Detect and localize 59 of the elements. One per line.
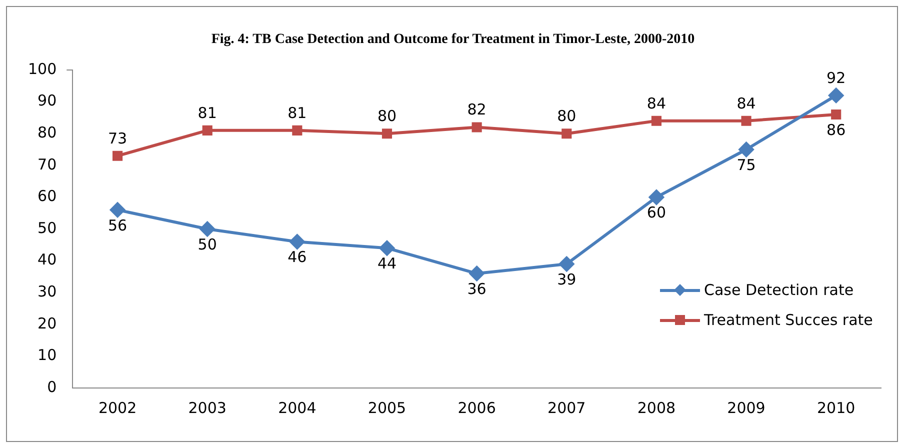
data-label: 92 xyxy=(826,68,846,87)
data-label: 81 xyxy=(198,104,217,122)
y-tick-label: 30 xyxy=(38,282,57,300)
point xyxy=(651,116,662,126)
y-tick-label: 60 xyxy=(38,187,57,206)
point xyxy=(738,142,754,157)
data-label: 36 xyxy=(467,280,486,298)
data-label: 80 xyxy=(557,106,576,125)
data-label: 50 xyxy=(198,235,217,254)
data-label: 82 xyxy=(467,100,486,119)
y-tick-label: 10 xyxy=(38,346,57,364)
y-tick-label: 20 xyxy=(38,314,57,332)
y-tick-label: 70 xyxy=(38,155,57,174)
point xyxy=(379,240,394,256)
point xyxy=(110,202,126,218)
x-tick-label: 2006 xyxy=(458,398,496,417)
legend-label: Case Detection rate xyxy=(704,281,854,299)
data-label: 46 xyxy=(288,248,307,266)
data-label: 39 xyxy=(557,270,576,288)
x-tick-label: 2003 xyxy=(188,398,226,417)
point xyxy=(472,122,482,132)
data-label: 80 xyxy=(377,106,397,125)
data-label: 86 xyxy=(826,120,846,139)
y-tick-label: 50 xyxy=(38,218,57,237)
x-tick-label: 2010 xyxy=(816,398,856,417)
data-label: 56 xyxy=(108,216,128,234)
data-label: 73 xyxy=(108,129,128,148)
point xyxy=(469,266,484,282)
point xyxy=(559,256,574,272)
point xyxy=(112,150,123,161)
data-label: 81 xyxy=(288,104,307,122)
x-tick-label: 2009 xyxy=(727,398,766,417)
x-tick-label: 2008 xyxy=(637,398,676,417)
y-tick-label: 90 xyxy=(38,92,57,110)
point xyxy=(562,128,572,139)
point xyxy=(741,116,752,126)
point xyxy=(292,125,302,136)
legend-label: Treatment Succes rate xyxy=(704,311,873,329)
point xyxy=(202,125,212,136)
x-tick-label: 2007 xyxy=(548,398,586,417)
x-tick-label: 2002 xyxy=(98,398,137,417)
data-label: 44 xyxy=(377,254,397,272)
x-tick-label: 2004 xyxy=(278,398,316,417)
x-tick-label: 2005 xyxy=(368,398,406,417)
data-label: 75 xyxy=(736,156,756,174)
data-label: 60 xyxy=(646,204,666,222)
y-tick-label: 100 xyxy=(28,60,57,78)
point xyxy=(828,88,844,103)
point xyxy=(382,128,392,139)
point xyxy=(290,234,305,250)
y-tick-label: 0 xyxy=(47,378,57,396)
data-label: 84 xyxy=(646,94,666,112)
y-tick-label: 40 xyxy=(38,250,57,269)
chart-title: Fig. 4: TB Case Detection and Outcome for Treatment in Timor-Leste, 2000-2010 xyxy=(210,32,696,48)
data-label: 84 xyxy=(736,94,756,112)
point xyxy=(200,222,215,236)
point xyxy=(831,109,842,120)
y-tick-label: 80 xyxy=(38,123,57,142)
point xyxy=(648,190,664,205)
